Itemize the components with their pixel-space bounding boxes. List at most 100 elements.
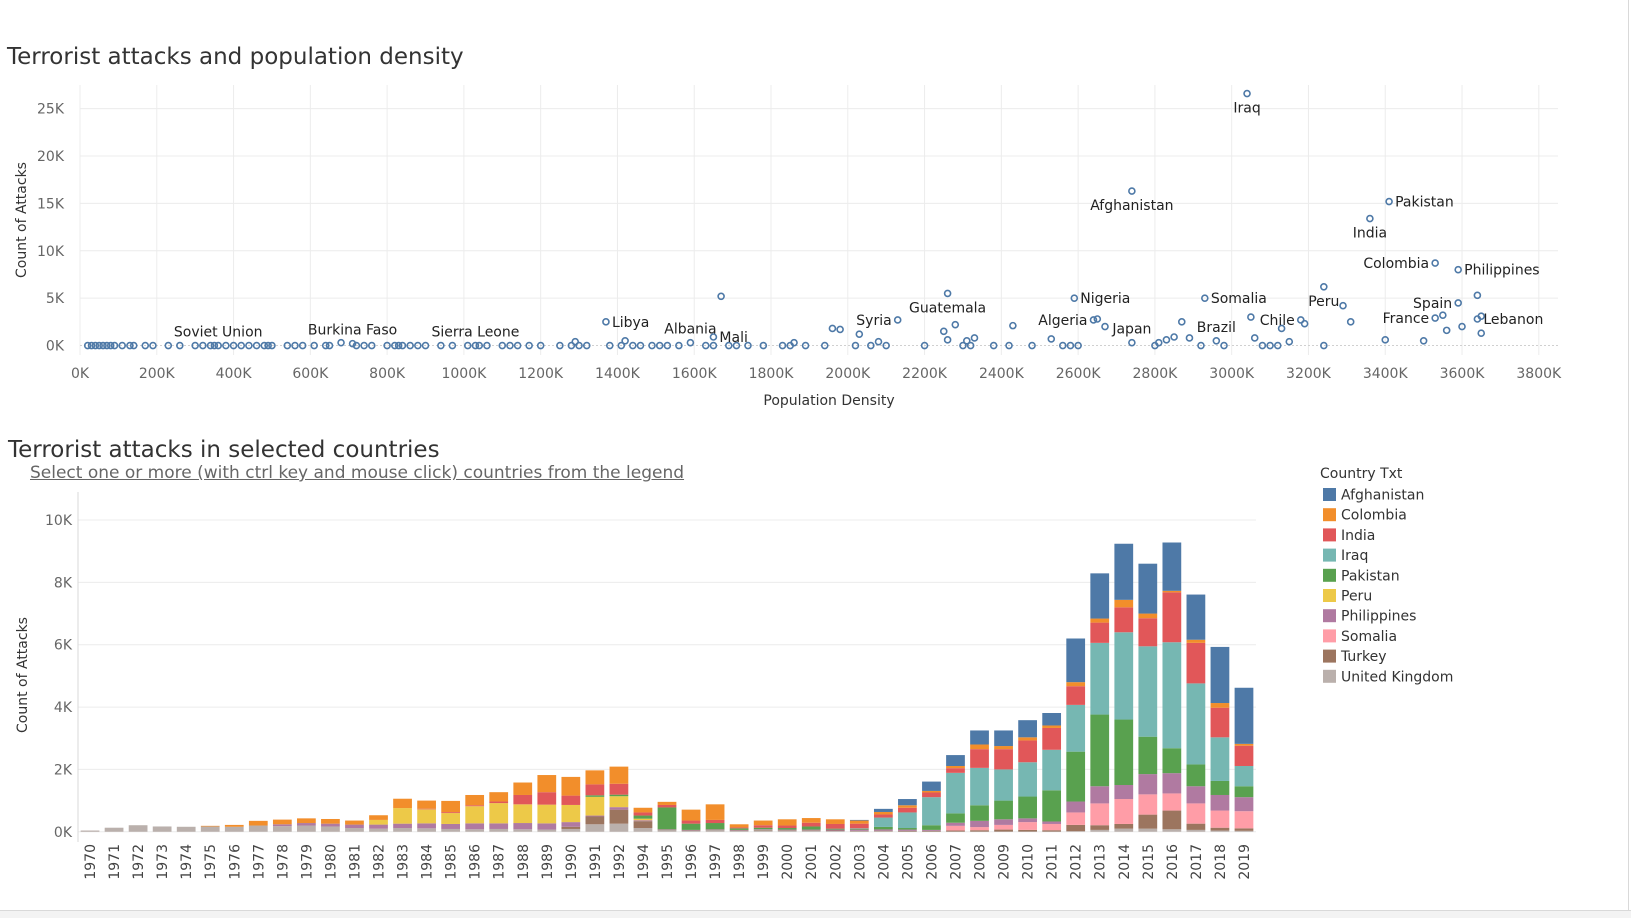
bar-segment bbox=[1234, 786, 1254, 798]
bar-segment bbox=[825, 823, 845, 829]
scatter-point bbox=[1128, 338, 1136, 347]
legend-swatch[interactable] bbox=[1323, 488, 1336, 501]
bar-segment bbox=[633, 820, 653, 822]
scatter-point bbox=[252, 341, 261, 350]
scatter-point bbox=[1058, 341, 1067, 350]
scatter-point bbox=[245, 341, 253, 350]
legend-swatch[interactable] bbox=[1323, 568, 1336, 582]
scatter-point bbox=[321, 341, 330, 350]
bar-segment bbox=[729, 830, 749, 832]
x-tick-label: 1977 bbox=[251, 844, 267, 880]
legend-swatch[interactable] bbox=[1323, 609, 1336, 623]
scatter-point bbox=[1473, 315, 1482, 323]
scatter-point bbox=[1320, 341, 1328, 350]
legend-swatch[interactable] bbox=[1323, 508, 1336, 522]
bar-segment bbox=[585, 816, 605, 825]
scatter-point bbox=[237, 341, 246, 350]
legend[interactable]: Country Txt Afghanistan Colombia India Iraq P… bbox=[1310, 460, 1540, 700]
bar-segment bbox=[777, 828, 797, 830]
scatter-point bbox=[536, 341, 545, 350]
scatter-point bbox=[759, 341, 768, 350]
legend-item[interactable]: Iraq bbox=[1341, 548, 1368, 564]
legend-swatch[interactable] bbox=[1323, 528, 1336, 542]
bar-segment bbox=[970, 767, 989, 806]
bar-segment bbox=[272, 826, 292, 832]
scatter-point bbox=[1273, 341, 1282, 350]
point-label: Chile bbox=[1260, 313, 1295, 329]
bar-segment bbox=[1042, 831, 1062, 832]
legend-item[interactable]: Somalia bbox=[1341, 629, 1397, 645]
bar-segment bbox=[681, 820, 701, 824]
bar-segment bbox=[946, 830, 965, 832]
bar-segment bbox=[1018, 737, 1037, 741]
scatter-point bbox=[1070, 294, 1079, 302]
bar-segment bbox=[946, 765, 965, 769]
bar-segment bbox=[176, 826, 196, 832]
bar-segment bbox=[729, 827, 749, 829]
bar-chart-subtitle-link[interactable]: Select one or more (with ctrl key and mo… bbox=[30, 463, 685, 483]
bar-segment bbox=[1234, 745, 1254, 766]
x-tick-label: 1985 bbox=[444, 844, 460, 880]
bar-segment bbox=[609, 809, 629, 824]
legend-swatch[interactable] bbox=[1323, 589, 1336, 602]
bar-segment bbox=[1066, 638, 1086, 683]
bar-segment bbox=[1162, 590, 1182, 593]
scatter-point bbox=[99, 341, 107, 350]
bar-segment bbox=[825, 819, 845, 824]
bar-segment bbox=[1114, 719, 1134, 786]
bar-segment bbox=[1162, 642, 1182, 749]
legend-item[interactable]: Philippines bbox=[1341, 609, 1416, 625]
bar-segment bbox=[970, 730, 989, 745]
point-label: Libya bbox=[612, 315, 649, 331]
scrollbar-track[interactable] bbox=[0, 910, 1631, 918]
bar-segment bbox=[1042, 749, 1062, 791]
legend-swatch[interactable] bbox=[1323, 629, 1336, 643]
scatter-point bbox=[1250, 334, 1259, 342]
legend-item[interactable]: Pakistan bbox=[1341, 568, 1400, 584]
bar-segment bbox=[922, 797, 941, 826]
legend-item[interactable]: Afghanistan bbox=[1341, 488, 1424, 504]
bar-segment bbox=[898, 829, 917, 831]
bar-segment bbox=[297, 823, 316, 826]
legend-swatch[interactable] bbox=[1323, 669, 1336, 683]
bar-segment bbox=[801, 830, 821, 832]
bar-segment bbox=[489, 828, 509, 832]
bar-segment bbox=[1210, 703, 1230, 708]
bar-segment bbox=[537, 775, 557, 793]
bar-segment bbox=[1138, 613, 1158, 619]
scatter-point bbox=[655, 341, 664, 350]
bar-segment bbox=[753, 820, 773, 826]
scatter-point bbox=[1473, 291, 1482, 300]
bar-segment bbox=[609, 796, 629, 808]
bar-segment bbox=[753, 830, 773, 832]
bar-segment bbox=[489, 803, 509, 824]
legend-item[interactable]: India bbox=[1341, 528, 1375, 544]
bar-segment bbox=[1066, 801, 1086, 813]
bar-segment bbox=[272, 819, 292, 825]
bar-segment bbox=[777, 829, 797, 831]
bar-segment bbox=[224, 824, 244, 827]
bar-segment bbox=[873, 830, 893, 832]
scatter-point bbox=[260, 341, 269, 350]
bar-segment bbox=[1186, 803, 1206, 824]
scatter-point bbox=[567, 341, 576, 350]
scatter-point bbox=[1339, 301, 1347, 310]
legend-item[interactable]: United Kingdom bbox=[1341, 669, 1453, 685]
legend-swatch[interactable] bbox=[1323, 649, 1336, 663]
legend-item[interactable]: Colombia bbox=[1341, 508, 1407, 524]
scatter-point bbox=[571, 337, 580, 346]
x-tick-label: 2005 bbox=[900, 844, 916, 880]
bar-segment bbox=[1234, 828, 1254, 831]
bar-segment bbox=[1210, 707, 1230, 738]
bar-segment bbox=[489, 792, 509, 802]
bar-segment bbox=[753, 827, 773, 830]
scatter-point bbox=[820, 341, 829, 350]
x-tick-label: 1996 bbox=[684, 844, 700, 880]
x-tick-label: 2008 bbox=[973, 844, 989, 880]
bar-chart-title: Terrorist attacks in selected countries bbox=[8, 437, 440, 463]
legend-item[interactable]: Peru bbox=[1341, 589, 1372, 605]
bar-segment bbox=[417, 800, 436, 809]
bar-segment bbox=[561, 828, 581, 832]
legend-item[interactable]: Turkey bbox=[1340, 649, 1387, 665]
legend-swatch[interactable] bbox=[1323, 548, 1336, 562]
